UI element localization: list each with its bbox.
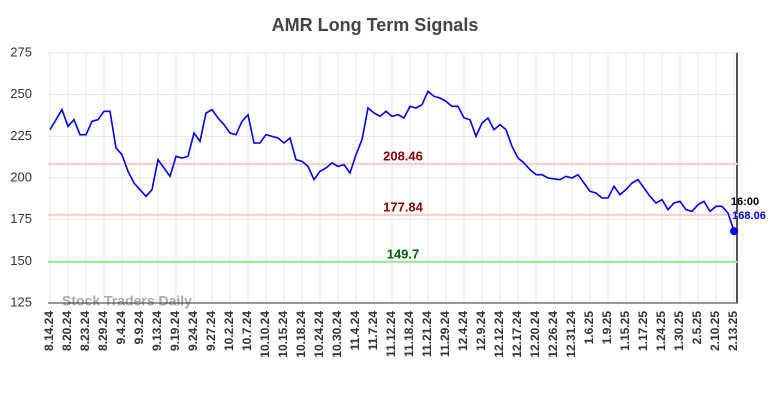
x-tick-label: 11.12.24 xyxy=(384,311,398,357)
x-tick-label: 10.2.24 xyxy=(222,311,236,351)
x-tick-label: 10.18.24 xyxy=(294,311,308,358)
price-line xyxy=(49,90,735,232)
x-tick-label: 1.9.25 xyxy=(600,311,614,345)
y-tick-label: 200 xyxy=(10,169,32,184)
level-label: 149.7 xyxy=(387,246,420,261)
x-tick-label: 12.9.24 xyxy=(474,311,488,351)
x-tick-label: 12.20.24 xyxy=(528,311,542,358)
x-tick-label: 10.15.24 xyxy=(276,311,290,358)
x-tick-label: 9.9.24 xyxy=(132,311,146,345)
x-tick-label: 10.24.24 xyxy=(312,311,326,358)
x-tick-label: 11.18.24 xyxy=(402,311,416,357)
x-tick-label: 11.29.24 xyxy=(438,311,452,357)
chart-title: AMR Long Term Signals xyxy=(272,15,479,35)
x-tick-label: 10.7.24 xyxy=(240,311,254,351)
x-tick-label: 12.17.24 xyxy=(510,311,524,358)
x-tick-label: 12.4.24 xyxy=(456,311,470,351)
y-tick-label: 150 xyxy=(10,253,32,268)
y-tick-label: 125 xyxy=(10,294,32,309)
x-tick-label: 9.24.24 xyxy=(186,311,200,351)
y-tick-label: 275 xyxy=(10,44,32,59)
x-tick-label: 2.13.25 xyxy=(726,311,740,351)
level-label: 208.46 xyxy=(383,148,423,163)
x-tick-label: 11.7.24 xyxy=(366,311,380,351)
x-tick-label: 9.13.24 xyxy=(150,311,164,351)
x-tick-label: 8.29.24 xyxy=(96,311,110,351)
x-tick-label: 12.12.24 xyxy=(492,311,506,358)
x-tick-label: 1.24.25 xyxy=(654,311,668,351)
x-tick-label: 9.4.24 xyxy=(114,311,128,345)
x-tick-label: 1.17.25 xyxy=(636,311,650,351)
last-point xyxy=(730,227,738,236)
last-value-label: 168.06 xyxy=(732,210,766,222)
x-tick-label: 12.31.24 xyxy=(564,311,578,358)
level-label: 177.84 xyxy=(383,199,424,214)
x-tick-label: 8.14.24 xyxy=(42,311,56,351)
x-tick-label: 10.30.24 xyxy=(330,311,344,358)
watermark: Stock Traders Daily xyxy=(62,293,192,309)
x-tick-label: 12.26.24 xyxy=(546,311,560,358)
time-label: 16:00 xyxy=(731,196,759,208)
x-tick-label: 2.5.25 xyxy=(690,311,704,345)
x-tick-label: 9.27.24 xyxy=(204,311,218,351)
x-tick-label: 10.10.24 xyxy=(258,311,272,358)
x-tick-label: 9.19.24 xyxy=(168,311,182,351)
x-tick-label: 1.30.25 xyxy=(672,311,686,351)
x-tick-label: 2.10.25 xyxy=(708,311,722,351)
x-tick-label: 8.20.24 xyxy=(60,311,74,351)
x-tick-label: 11.21.24 xyxy=(420,311,434,357)
y-tick-label: 175 xyxy=(10,211,32,226)
x-tick-label: 1.6.25 xyxy=(582,311,596,345)
x-tick-label: 8.23.24 xyxy=(78,311,92,351)
x-tick-label: 11.4.24 xyxy=(348,311,362,351)
y-tick-label: 250 xyxy=(10,86,32,101)
y-tick-label: 225 xyxy=(10,128,32,143)
x-tick-label: 1.15.25 xyxy=(618,311,632,351)
